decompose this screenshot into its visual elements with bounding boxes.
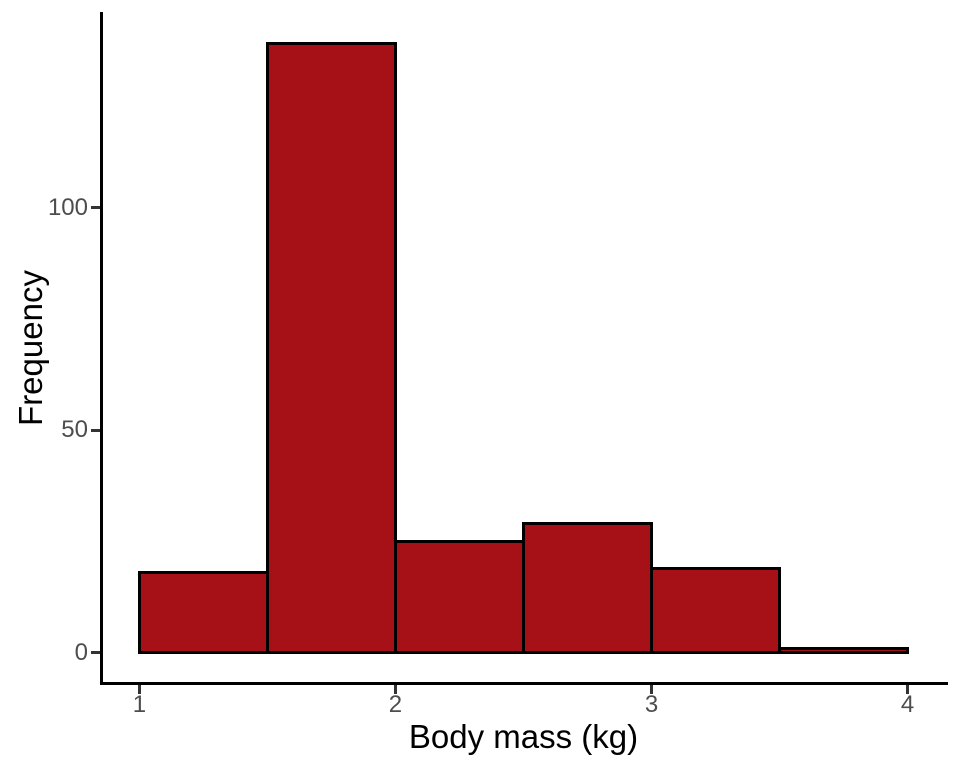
histogram-bar xyxy=(265,41,397,655)
x-axis-tick xyxy=(393,684,397,694)
x-axis-tick-label: 1 xyxy=(132,691,147,718)
y-axis-tick xyxy=(90,651,100,655)
y-axis-title: Frequency xyxy=(12,270,49,426)
histogram-bar xyxy=(650,566,782,655)
y-axis-tick xyxy=(90,206,100,210)
y-axis-tick-label: 0 xyxy=(74,638,88,666)
x-axis-tick xyxy=(650,684,654,694)
x-axis-tick xyxy=(906,684,910,694)
y-axis-line xyxy=(99,11,103,685)
histogram-bar xyxy=(393,539,525,655)
y-axis-tick xyxy=(90,428,100,432)
x-axis-line xyxy=(99,681,948,685)
x-axis-tick-label: 3 xyxy=(644,691,659,718)
x-axis-tick-label: 4 xyxy=(900,691,915,718)
histogram-bar xyxy=(137,571,269,655)
y-axis-tick-label: 50 xyxy=(61,416,88,444)
x-axis-title: Body mass (kg) xyxy=(408,718,639,755)
y-axis-tick-label: 100 xyxy=(47,193,88,221)
x-axis-tick xyxy=(137,684,141,694)
histogram-bar xyxy=(778,646,910,655)
x-axis-tick-label: 2 xyxy=(388,691,403,718)
histogram-bar xyxy=(522,522,654,655)
